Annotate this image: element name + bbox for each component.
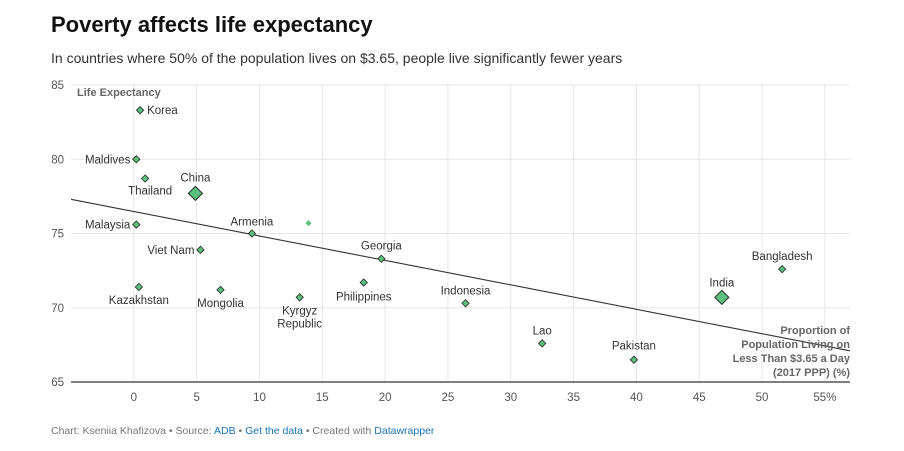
x-tick-label: 45 xyxy=(693,392,706,404)
chart-subtitle: In countries where 50% of the population… xyxy=(51,50,623,66)
x-axis-label: Proportion of Population Living on Less Th… xyxy=(733,325,851,379)
x-tick-label: 40 xyxy=(630,392,643,404)
data-point[interactable] xyxy=(247,229,257,238)
data-point[interactable] xyxy=(537,339,547,348)
data-point[interactable] xyxy=(187,185,204,202)
source-link[interactable]: ADB xyxy=(214,425,236,437)
data-point[interactable] xyxy=(777,264,787,274)
point-label: Kyrgyz xyxy=(282,305,317,317)
point-label: India xyxy=(709,277,735,289)
point-label: Pakistan xyxy=(612,341,656,353)
point-label: Philippines xyxy=(336,292,392,304)
x-tick-label: 15 xyxy=(316,392,329,404)
point-label: Indonesia xyxy=(441,285,491,297)
data-point[interactable] xyxy=(295,293,304,302)
point-label: Armenia xyxy=(231,217,274,229)
point-label: Maldives xyxy=(85,154,131,166)
data-point[interactable] xyxy=(134,282,144,292)
chart-footer: Chart: Kseniia Khafizova • Source: ADB •… xyxy=(51,425,434,437)
x-tick-label: 35 xyxy=(567,392,580,404)
data-point[interactable] xyxy=(377,254,386,263)
data-point[interactable] xyxy=(461,299,470,308)
data-point[interactable] xyxy=(629,355,639,364)
y-tick-label: 80 xyxy=(51,154,64,166)
scatter-chart: 65 70 75 80 85 0 5 10 15 20 25 30 35 40 45 50 55% Korea M… xyxy=(51,80,851,404)
y-tick-label: 75 xyxy=(51,229,64,241)
y-tick-label: 65 xyxy=(51,377,64,389)
datawrapper-link[interactable]: Datawrapper xyxy=(374,425,435,437)
data-point[interactable] xyxy=(132,220,141,229)
point-label: Bangladesh xyxy=(752,251,813,263)
y-tick-label: 85 xyxy=(51,80,64,92)
data-point[interactable] xyxy=(135,106,145,115)
trend-line xyxy=(70,198,851,352)
point-label: Kazakhstan xyxy=(109,295,169,307)
x-tick-label: 20 xyxy=(379,392,392,404)
data-point[interactable] xyxy=(132,155,141,164)
x-tick-label: 5 xyxy=(193,392,199,404)
x-tick-label: 0 xyxy=(131,392,137,404)
footer-credit: Chart: Kseniia Khafizova • Source: xyxy=(51,425,215,437)
point-label: Georgia xyxy=(361,241,403,253)
footer-created-with: • Created with xyxy=(302,425,375,437)
chart-title: Poverty affects life expectancy xyxy=(51,12,373,37)
point-label: Republic xyxy=(277,318,322,330)
x-tick-label: 10 xyxy=(253,392,266,404)
point-label: Malaysia xyxy=(85,220,131,232)
get-data-link[interactable]: Get the data xyxy=(245,425,303,437)
x-tick-label: 30 xyxy=(504,392,517,404)
data-point[interactable] xyxy=(140,174,150,183)
point-label: Lao xyxy=(533,325,552,337)
data-point[interactable] xyxy=(216,285,225,295)
point-label: China xyxy=(180,172,211,184)
x-tick-label: 25 xyxy=(442,392,455,404)
x-tick-label: 55% xyxy=(813,392,836,404)
data-point[interactable] xyxy=(196,245,205,255)
point-label: Thailand xyxy=(128,186,172,198)
data-point[interactable] xyxy=(305,220,312,227)
data-point[interactable] xyxy=(359,278,368,287)
x-tick-label: 50 xyxy=(756,392,769,404)
y-axis-label: Life Expectancy xyxy=(77,87,162,99)
point-label: Korea xyxy=(147,105,178,117)
footer-separator: • xyxy=(235,425,246,437)
data-point[interactable] xyxy=(714,289,730,306)
y-tick-label: 70 xyxy=(51,303,64,315)
point-label: Mongolia xyxy=(197,298,244,310)
point-label: Viet Nam xyxy=(147,245,194,257)
